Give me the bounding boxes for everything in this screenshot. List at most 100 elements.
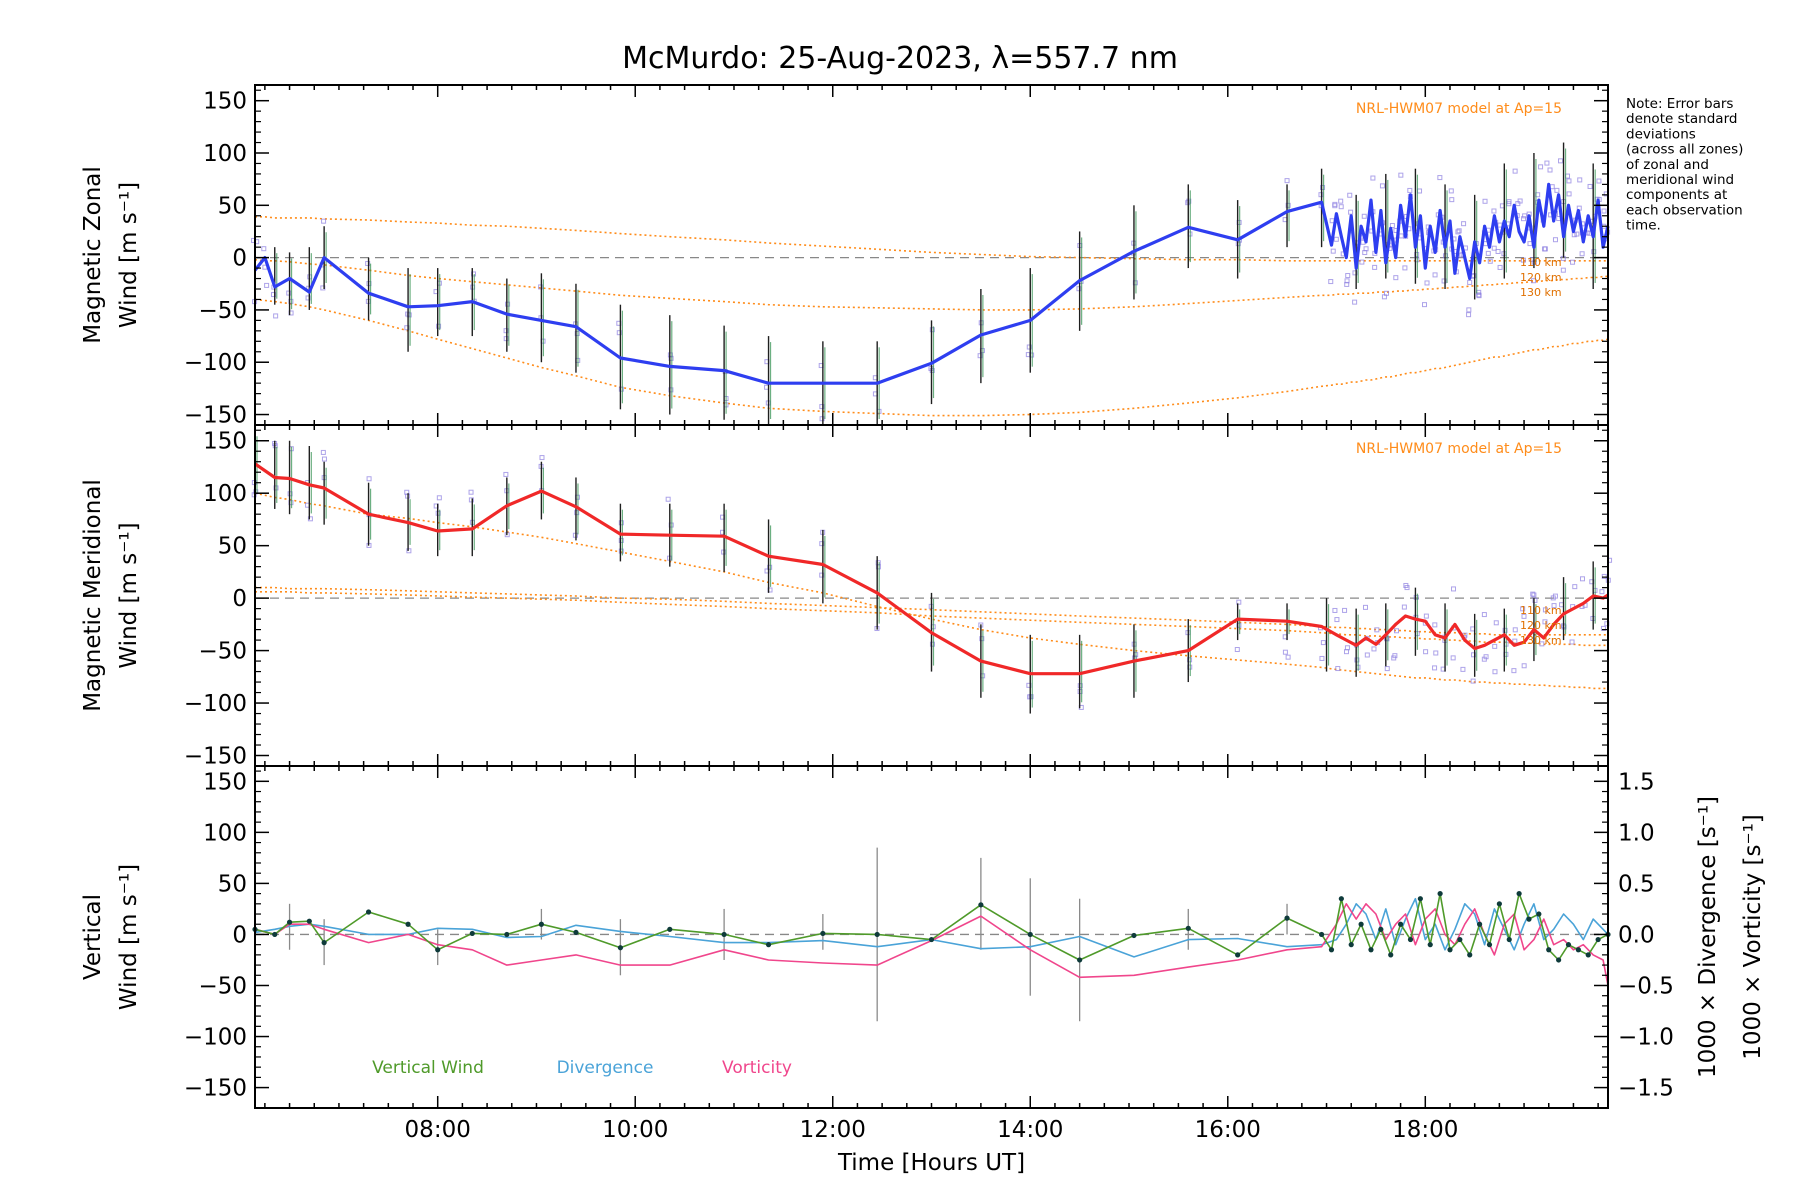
sample-point — [668, 387, 674, 393]
sample-point — [538, 284, 544, 290]
vertical-wind-point — [617, 945, 624, 951]
y-axis-label: Wind [m s⁻¹] — [116, 864, 142, 1010]
sample-point — [1345, 273, 1351, 279]
y-tick-label: 50 — [218, 193, 247, 219]
sample-point — [1352, 299, 1358, 305]
sample-point — [1432, 665, 1438, 671]
sample-point — [273, 485, 279, 491]
right-y-tick-label: 1.0 — [1618, 820, 1655, 846]
sample-point — [929, 367, 935, 373]
sample-point — [1393, 275, 1399, 281]
sample-point — [1492, 643, 1498, 649]
sample-point — [1456, 228, 1462, 234]
sample-point — [1407, 187, 1413, 193]
vertical-wind-point — [1427, 942, 1433, 948]
sample-point — [1285, 654, 1291, 660]
sample-point — [1332, 201, 1338, 207]
x-tick-label: 12:00 — [800, 1117, 866, 1143]
sample-point — [1485, 250, 1491, 256]
vertical-wind-panel: −150 −100 −50 0 50 100 150 Vertical Wind [m s⁻¹]… — [80, 765, 1766, 1109]
sample-point — [366, 476, 372, 482]
y-tick-label: 0 — [232, 922, 247, 948]
sample-point — [819, 416, 825, 422]
right-y-tick-label: 1.5 — [1618, 769, 1655, 795]
sample-point — [1596, 178, 1602, 184]
sample-point — [1422, 302, 1428, 308]
vertical-wind-point — [306, 918, 312, 924]
vertical-wind-point — [1457, 936, 1463, 943]
model-curve — [254, 258, 1608, 311]
sample-point — [1495, 248, 1501, 254]
sample-point — [1461, 221, 1467, 227]
vertical-wind-point — [1284, 915, 1290, 921]
sample-point — [406, 548, 412, 554]
vertical-wind-point — [435, 947, 441, 953]
sample-point — [1393, 628, 1399, 634]
y-tick-label: −100 — [184, 1025, 247, 1051]
sample-point — [1491, 245, 1497, 251]
vertical-wind-point — [286, 919, 293, 925]
sample-point — [1560, 267, 1566, 273]
sample-point — [1579, 251, 1585, 257]
vertical-wind-line — [254, 892, 1609, 961]
sample-point — [1362, 250, 1368, 256]
sample-point — [1332, 607, 1338, 613]
sample-point — [273, 313, 279, 319]
model-label: NRL-HWM07 model at Ap=15 — [1356, 101, 1562, 117]
sample-point — [1547, 167, 1553, 173]
sample-point — [1187, 657, 1193, 663]
sample-point — [875, 564, 881, 570]
vorticity-line — [254, 902, 1609, 986]
y-tick-label: 100 — [203, 481, 247, 507]
sample-point — [1541, 246, 1547, 252]
sample-point — [1319, 655, 1325, 661]
sample-point — [404, 325, 410, 331]
sample-point — [1398, 172, 1404, 178]
figure-title: McMurdo: 25-Aug-2023, λ=557.7 nm — [622, 41, 1178, 76]
vertical-wind-point — [1585, 952, 1591, 958]
sample-point — [1600, 625, 1606, 631]
sample-point — [1338, 198, 1344, 204]
altitude-label: 130 km — [1520, 634, 1562, 647]
sample-point — [1335, 666, 1341, 672]
sample-point — [1379, 183, 1385, 189]
sample-point — [1451, 586, 1457, 592]
sample-point — [1521, 663, 1527, 669]
sample-point — [1236, 622, 1242, 628]
vertical-wind-point — [573, 929, 579, 936]
vertical-wind-point — [1467, 952, 1473, 958]
vertical-wind-point — [1486, 942, 1493, 948]
sample-point — [1476, 293, 1482, 299]
vertical-wind-point — [928, 936, 935, 943]
sample-point — [1362, 604, 1368, 610]
note-line: (across all zones) — [1626, 142, 1743, 158]
sample-point — [1538, 164, 1544, 170]
vertical-wind-point — [820, 930, 826, 937]
sample-point — [539, 455, 545, 461]
sample-point — [1512, 627, 1518, 633]
sample-point — [1579, 576, 1585, 582]
altitude-label: 120 km — [1520, 271, 1562, 284]
x-tick-label: 18:00 — [1392, 1117, 1458, 1143]
sample-point — [1348, 209, 1354, 215]
sample-point — [503, 328, 509, 334]
altitude-label: 110 km — [1520, 604, 1562, 617]
sample-point — [574, 331, 580, 337]
vertical-wind-point — [1027, 931, 1033, 938]
sample-point — [1384, 666, 1390, 672]
sample-point — [1460, 666, 1466, 672]
sample-point — [1481, 612, 1487, 618]
sample-point — [1539, 641, 1545, 647]
time-axis: 08:00 10:00 12:00 14:00 16:00 18:00 Time [Hour… — [405, 1117, 1459, 1176]
sample-point — [1471, 273, 1477, 279]
sample-point — [1481, 656, 1487, 662]
vertical-wind-point — [1506, 936, 1512, 943]
sample-point — [1511, 668, 1517, 674]
sample-point — [665, 496, 671, 502]
sample-point — [321, 218, 327, 224]
y-tick-label: −100 — [184, 350, 247, 376]
sample-point — [321, 456, 327, 462]
vertical-wind-point — [1407, 936, 1414, 943]
sample-point — [618, 520, 624, 526]
